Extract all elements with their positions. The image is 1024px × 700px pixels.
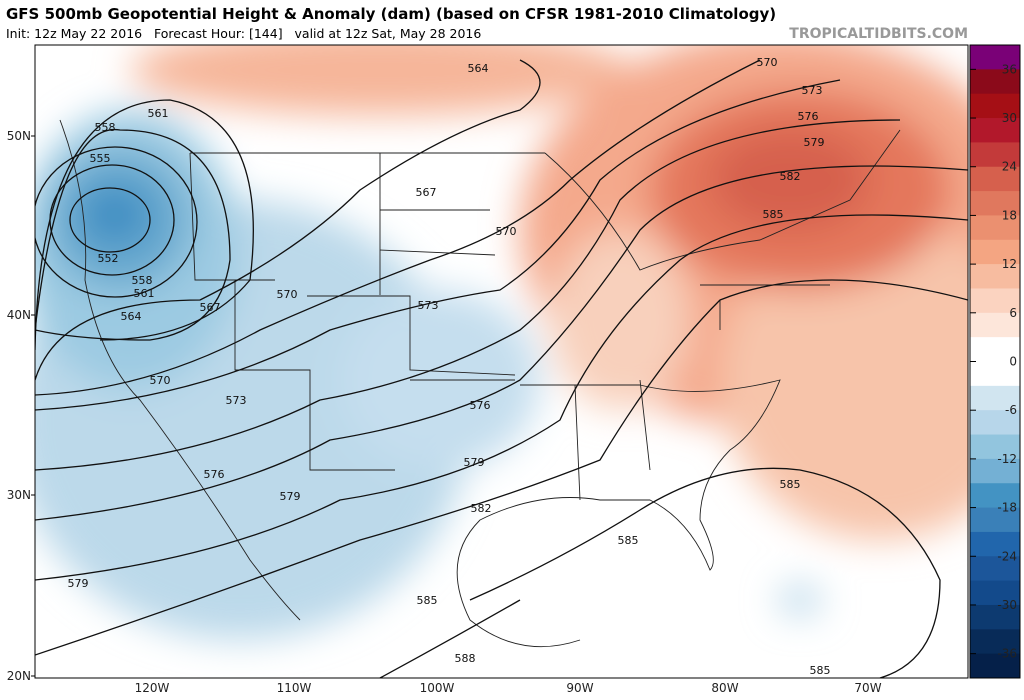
lon-label: 70W (854, 681, 881, 695)
contour-label: 561 (148, 107, 169, 120)
contour-label: 585 (618, 534, 639, 547)
contour-label: 582 (471, 502, 492, 515)
contour-label: 567 (200, 301, 221, 314)
colorbar-swatch (970, 361, 1020, 387)
contour-label: 570 (757, 56, 778, 69)
contour-label: 579 (804, 136, 825, 149)
lat-label: 50N (7, 129, 31, 143)
colorbar-swatch (970, 191, 1020, 216)
contour-label: 558 (95, 121, 116, 134)
lon-label: 80W (711, 681, 738, 695)
colorbar-swatch (970, 69, 1020, 95)
colorbar-swatch (970, 629, 1020, 655)
contour-label: 570 (496, 225, 517, 238)
colorbar-swatch (970, 118, 1020, 143)
contour-label: 576 (798, 110, 819, 123)
lon-label: 100W (420, 681, 455, 695)
lat-label: 20N (7, 669, 31, 683)
colorbar-swatch (970, 288, 1020, 314)
colorbar-swatch (970, 45, 1020, 70)
contour-label: 555 (90, 152, 111, 165)
colorbar-label: 6 (1009, 306, 1017, 320)
subtitle: Init: 12z May 22 2016 Forecast Hour: [14… (6, 26, 481, 41)
colorbar-swatch (970, 483, 1020, 509)
colorbar-swatch (970, 312, 1020, 338)
contour-label: 567 (416, 186, 437, 199)
contour-label: 576 (470, 399, 491, 412)
colorbar-swatch (970, 215, 1020, 241)
colorbar: 36 30 24 18 12 6 0 -6 -12 -18 -24 -30 -36 (969, 44, 1021, 679)
contour-label: 579 (280, 490, 301, 503)
colorbar-swatch (970, 434, 1020, 460)
lat-label: 30N (7, 488, 31, 502)
contour-label: 558 (132, 274, 153, 287)
contour-label: 564 (121, 310, 142, 323)
colorbar-swatch (970, 337, 1020, 362)
colorbar-swatch (970, 653, 1020, 679)
contour-label: 585 (763, 208, 784, 221)
colorbar-swatch (970, 264, 1020, 289)
contour-label: 585 (810, 664, 831, 677)
contour-label: 561 (134, 287, 155, 300)
colorbar-swatch (970, 604, 1020, 630)
contour-label: 573 (418, 299, 439, 312)
colorbar-label: 12 (1002, 257, 1017, 271)
colorbar-label: -24 (997, 549, 1017, 563)
contour-label: 579 (68, 577, 89, 590)
contour-label: 573 (226, 394, 247, 407)
brand: TROPICALTIDBITS.COM (789, 26, 968, 42)
colorbar-label: -12 (997, 452, 1017, 466)
contour-label: 585 (780, 478, 801, 491)
boundaries (59, 119, 901, 648)
contour-label: 585 (417, 594, 438, 607)
colorbar-label: -6 (1005, 403, 1017, 417)
lat-label: 40N (7, 308, 31, 322)
colorbar-swatch (970, 580, 1020, 606)
map-area (35, 45, 968, 678)
colorbar-label: -36 (997, 647, 1017, 661)
colorbar-swatch (970, 93, 1020, 119)
colorbar-swatch (970, 410, 1020, 436)
contour-label: 582 (780, 170, 801, 183)
lon-label: 110W (277, 681, 312, 695)
colorbar-label: -18 (997, 501, 1017, 515)
colorbar-swatch (970, 458, 1020, 484)
height-contours (35, 59, 968, 678)
colorbar-swatch (970, 239, 1020, 265)
colorbar-swatch (970, 142, 1020, 168)
title: GFS 500mb Geopotential Height & Anomaly … (6, 5, 776, 23)
contour-label: 588 (455, 652, 476, 665)
colorbar-swatch (970, 166, 1020, 192)
colorbar-label: 24 (1002, 160, 1017, 174)
contour-label: 579 (464, 456, 485, 469)
colorbar-label: 0 (1009, 355, 1017, 369)
map-frame (34, 44, 969, 679)
colorbar-label: 36 (1002, 62, 1017, 76)
contour-label: 576 (204, 468, 225, 481)
contour-label: 570 (277, 288, 298, 301)
colorbar-label: 30 (1002, 111, 1017, 125)
colorbar-swatch (970, 556, 1020, 582)
colorbar-label: -30 (997, 598, 1017, 612)
colorbar-swatch (970, 531, 1020, 557)
contour-label: 564 (468, 62, 489, 75)
contour-label: 573 (802, 84, 823, 97)
lon-label: 120W (135, 681, 170, 695)
colorbar-swatch (970, 507, 1020, 533)
lon-label: 90W (566, 681, 593, 695)
anomaly-shading (35, 45, 968, 640)
colorbar-label: 18 (1002, 208, 1017, 222)
contour-label: 552 (98, 252, 119, 265)
contour-label: 570 (150, 374, 171, 387)
colorbar-swatch (970, 385, 1020, 411)
